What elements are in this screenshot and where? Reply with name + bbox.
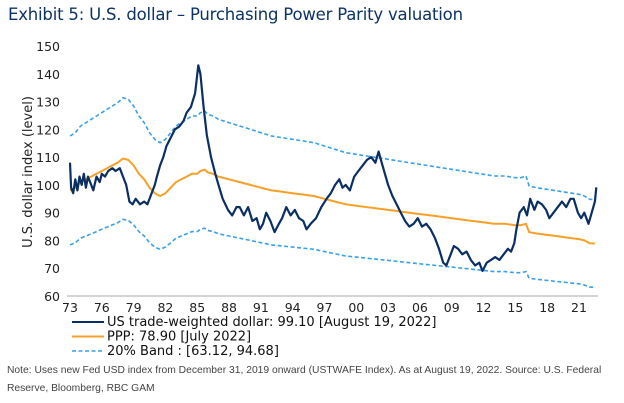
x-tick-label: 18 <box>539 300 555 315</box>
x-tick-label: 73 <box>62 300 78 315</box>
y-tick-label: 80 <box>44 233 60 248</box>
legend: US trade-weighted dollar: 99.10 [August … <box>72 315 437 359</box>
y-tick-label: 120 <box>36 122 60 137</box>
y-tick-label: 100 <box>36 178 60 193</box>
legend-label-dollar: US trade-weighted dollar: 99.10 [August … <box>107 315 437 330</box>
chart-title: Exhibit 5: U.S. dollar – Purchasing Powe… <box>8 5 463 24</box>
plot-area <box>68 64 598 289</box>
y-tick-label: 90 <box>44 206 60 221</box>
x-tick-label: 21 <box>571 300 587 315</box>
x-tick-label: 76 <box>94 300 110 315</box>
legend-label-ppp: PPP: 78.90 [July 2022] <box>107 330 251 345</box>
x-tick-label: 91 <box>253 300 269 315</box>
x-tick-label: 82 <box>157 300 173 315</box>
source-note: Note: Uses new Fed USD index from Decemb… <box>7 365 602 394</box>
y-tick-label: 130 <box>36 95 60 110</box>
y-tick-label: 150 <box>36 39 60 54</box>
dollar-line <box>68 64 598 273</box>
x-tick-label: 97 <box>317 300 333 315</box>
y-axis-title: U.S. dollar index (level) <box>21 96 36 248</box>
x-tick-label: 94 <box>285 300 301 315</box>
band-upper-line <box>69 96 595 201</box>
chart: U.S. dollar index (level) 60 70 80 90 100 110… <box>21 39 598 359</box>
y-tick-label: 70 <box>44 261 60 276</box>
y-tick-label: 110 <box>36 150 60 165</box>
x-tick-label: 09 <box>444 300 460 315</box>
x-tick-label: 03 <box>380 300 396 315</box>
x-tick-label: 85 <box>189 300 205 315</box>
y-tick-label: 140 <box>36 67 60 82</box>
ppp-line <box>69 157 595 245</box>
x-tick-label: 15 <box>507 300 523 315</box>
x-tick-label: 88 <box>221 300 237 315</box>
legend-label-band: 20% Band : [63.12, 94.68] <box>107 344 279 359</box>
x-tick-label: 12 <box>476 300 492 315</box>
y-axis: 60 70 80 90 100 110 120 130 140 150 <box>36 39 60 304</box>
y-tick-label: 60 <box>44 289 60 304</box>
x-axis: 73 76 79 82 85 88 91 94 97 00 03 06 09 12 15 18 21 <box>62 300 587 315</box>
x-tick-label: 00 <box>348 300 364 315</box>
band-lower-line <box>69 218 595 289</box>
x-tick-label: 79 <box>126 300 142 315</box>
x-tick-label: 06 <box>412 300 428 315</box>
